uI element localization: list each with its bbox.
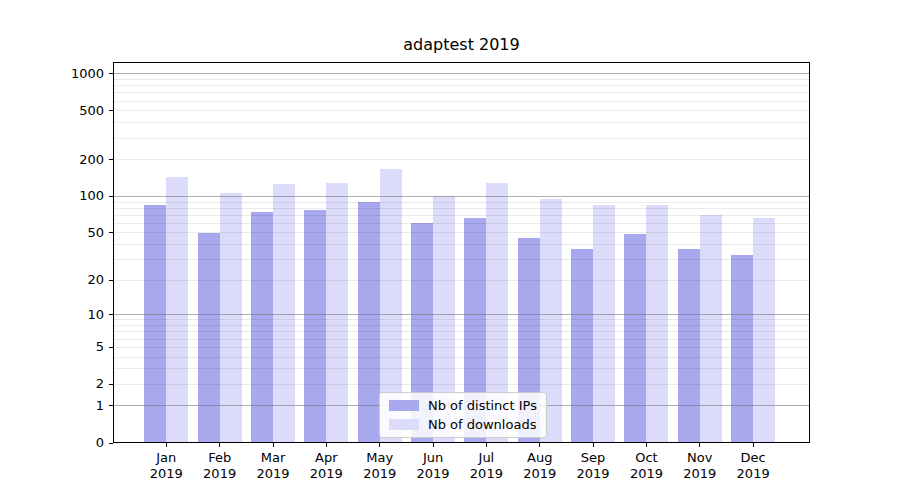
x-axis-tick [753, 443, 754, 447]
minor-gridline [113, 319, 810, 320]
y-tick-label: 500 [44, 103, 104, 119]
major-gridline [113, 314, 810, 315]
x-axis-tick [646, 443, 647, 447]
minor-gridline [113, 368, 810, 369]
bar-nb-of-distinct-ips-apr [304, 210, 326, 443]
y-axis-tick [109, 280, 113, 281]
y-axis-tick [109, 314, 113, 315]
x-axis-tick [219, 443, 220, 447]
legend-item-nb-of-downloads: Nb of downloads [389, 417, 537, 432]
y-tick-label: 1000 [44, 66, 104, 82]
y-axis-tick [109, 384, 113, 385]
y-tick-label: 200 [44, 152, 104, 168]
minor-gridline [113, 244, 810, 245]
minor-gridline [113, 331, 810, 332]
y-axis-tick [109, 110, 113, 111]
x-tick-year: 2019 [721, 466, 785, 482]
bar-nb-of-downloads-sep [593, 205, 615, 443]
y-axis-tick [109, 73, 113, 74]
minor-gridline [113, 215, 810, 216]
plot-area [113, 62, 810, 443]
y-axis-tick [109, 232, 113, 233]
y-axis-tick [109, 443, 113, 444]
minor-gridline [113, 79, 810, 80]
legend-item-nb-of-distinct-ips: Nb of distinct IPs [389, 398, 537, 413]
minor-gridline [113, 223, 810, 224]
bar-nb-of-distinct-ips-may [358, 202, 380, 443]
x-tick-month: Dec [721, 450, 785, 466]
minor-gridline [113, 85, 810, 86]
x-axis-tick [326, 443, 327, 447]
bar-nb-of-distinct-ips-mar [251, 212, 273, 443]
major-gridline [113, 73, 810, 74]
bar-nb-of-downloads-jan [166, 177, 188, 443]
y-axis-tick [109, 347, 113, 348]
minor-gridline [113, 92, 810, 93]
minor-gridline [113, 232, 810, 233]
y-axis-tick [109, 196, 113, 197]
x-axis-tick [166, 443, 167, 447]
y-tick-label: 100 [44, 188, 104, 204]
x-axis-tick [699, 443, 700, 447]
chart-title: adaptest 2019 [113, 35, 810, 54]
x-axis-tick [486, 443, 487, 447]
minor-gridline [113, 357, 810, 358]
y-axis-tick [109, 159, 113, 160]
x-axis-tick [433, 443, 434, 447]
y-tick-label: 20 [44, 272, 104, 288]
x-tick-label-dec: Dec2019 [721, 450, 785, 482]
x-axis-tick [273, 443, 274, 447]
y-tick-label: 2 [44, 376, 104, 392]
legend-label: Nb of distinct IPs [428, 398, 537, 413]
minor-gridline [113, 384, 810, 385]
legend-label: Nb of downloads [428, 417, 536, 432]
x-axis-tick [539, 443, 540, 447]
y-tick-label: 50 [44, 225, 104, 241]
x-axis-tick [593, 443, 594, 447]
bar-nb-of-downloads-nov [700, 215, 722, 443]
y-tick-label: 10 [44, 307, 104, 323]
y-tick-label: 1 [44, 398, 104, 414]
legend-swatch-nb-of-downloads [389, 419, 419, 430]
minor-gridline [113, 325, 810, 326]
y-tick-label: 0 [44, 435, 104, 451]
y-tick-label: 5 [44, 339, 104, 355]
x-axis-tick [379, 443, 380, 447]
legend: Nb of distinct IPs Nb of downloads [379, 392, 547, 438]
minor-gridline [113, 347, 810, 348]
legend-swatch-nb-of-distinct-ips [389, 400, 419, 411]
major-gridline [113, 196, 810, 197]
minor-gridline [113, 138, 810, 139]
bar-nb-of-downloads-oct [646, 205, 668, 443]
figure: adaptest 2019 Nb of distinct IPs Nb of do… [0, 0, 900, 500]
minor-gridline [113, 110, 810, 111]
minor-gridline [113, 159, 810, 160]
minor-gridline [113, 259, 810, 260]
y-axis-tick [109, 405, 113, 406]
minor-gridline [113, 208, 810, 209]
minor-gridline [113, 339, 810, 340]
minor-gridline [113, 202, 810, 203]
bar-nb-of-distinct-ips-dec [731, 255, 753, 443]
minor-gridline [113, 101, 810, 102]
minor-gridline [113, 122, 810, 123]
minor-gridline [113, 280, 810, 281]
bar-nb-of-distinct-ips-jan [144, 205, 166, 443]
